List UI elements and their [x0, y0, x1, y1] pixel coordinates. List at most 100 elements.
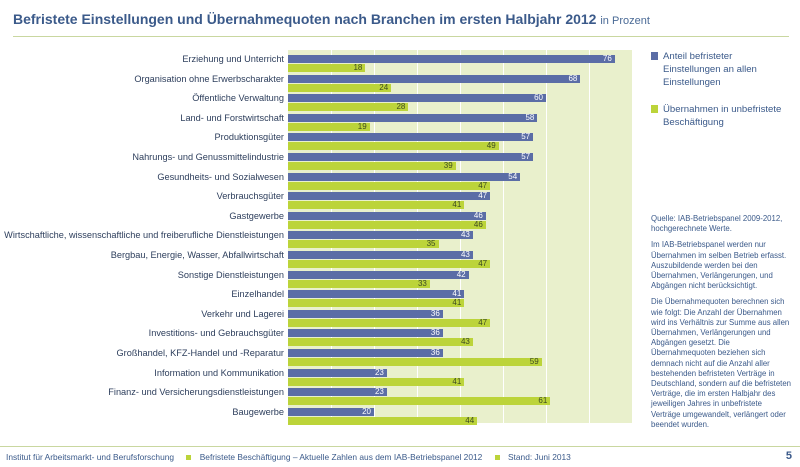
bar-befristet: 41	[288, 289, 465, 299]
data-label: 18	[353, 63, 363, 72]
bar-befristet: 23	[288, 368, 387, 377]
data-label: 39	[443, 161, 453, 170]
legend-swatch-befristet	[651, 52, 658, 60]
bar-uebernahmen: 41	[288, 377, 465, 386]
data-label: 20	[362, 406, 371, 416]
bar-uebernahmen: 19	[288, 121, 370, 131]
data-label: 46	[473, 210, 483, 220]
category-label: Information und Kommunikation	[154, 367, 284, 378]
bar-befristet: 57	[288, 132, 534, 142]
category-label: Sonstige Dienstleistungen	[177, 269, 284, 280]
data-label: 41	[452, 289, 462, 299]
data-label: 43	[460, 230, 470, 240]
bar-befristet: 42	[288, 269, 469, 279]
data-label: 44	[465, 415, 475, 425]
bar-uebernahmen: 18	[288, 63, 366, 72]
data-label: 28	[396, 102, 406, 112]
data-label: 43	[460, 337, 470, 347]
header: Befristete Einstellungen und Übernahmequ…	[0, 0, 800, 38]
data-label: 36	[430, 328, 440, 338]
footer-series: Befristete Beschäftigung – Aktuelle Zahl…	[199, 452, 483, 462]
category-label: Großhandel, KFZ-Handel und -Reparatur	[116, 348, 285, 358]
data-label: 68	[568, 73, 578, 83]
bar-uebernahmen: 41	[288, 200, 465, 210]
data-label: 47	[478, 180, 488, 190]
bar-uebernahmen: 47	[288, 259, 491, 268]
bar-uebernahmen: 41	[288, 298, 465, 308]
category-label: Verkehr und Lagerei	[201, 308, 284, 319]
title-divider	[13, 36, 789, 37]
footer-divider	[0, 446, 800, 447]
bar-uebernahmen: 47	[288, 180, 491, 190]
category-label: Bergbau, Energie, Wasser, Abfallwirtscha…	[110, 250, 284, 260]
legend-item-uebernahmen: Übernahmen in unbefristete Beschäftigung	[651, 103, 791, 129]
data-label: 36	[430, 348, 440, 357]
bar-uebernahmen: 49	[288, 141, 499, 151]
data-label: 23	[374, 387, 384, 397]
data-label: 76	[602, 54, 612, 63]
data-label: 35	[426, 239, 436, 249]
data-label: 46	[473, 219, 483, 229]
chart-notes: Quelle: IAB-Betriebspanel 2009-2012, hoc…	[651, 214, 791, 436]
bar-uebernahmen: 33	[288, 279, 430, 288]
legend-swatch-uebernahmen	[651, 105, 658, 113]
bar-befristet: 68	[288, 73, 581, 83]
data-label: 19	[357, 121, 367, 131]
bar-befristet: 43	[288, 230, 473, 240]
data-label: 36	[430, 308, 440, 318]
bar-befristet: 36	[288, 308, 443, 318]
category-label: Investitions- und Gebrauchsgüter	[148, 328, 284, 339]
gridline	[546, 50, 547, 423]
bar-befristet: 36	[288, 348, 443, 357]
bar-befristet: 60	[288, 93, 546, 103]
bar-uebernahmen: 28	[288, 102, 409, 112]
bar-uebernahmen: 39	[288, 161, 456, 170]
data-label: 47	[478, 259, 488, 268]
legend: Anteil befristeter Einstellungen an alle…	[651, 50, 791, 143]
bar-befristet: 54	[288, 171, 521, 181]
data-label: 47	[478, 317, 488, 327]
bar-befristet: 58	[288, 113, 538, 122]
data-label: 43	[460, 250, 470, 259]
category-label: Erziehung und Unterricht	[182, 54, 284, 64]
bar-befristet: 23	[288, 387, 387, 397]
bar-uebernahmen: 61	[288, 396, 551, 406]
category-label: Produktionsgüter	[214, 132, 284, 143]
note-paragraph-2: Die Übernahmequoten berechnen sich wie f…	[651, 297, 792, 429]
data-label: 60	[534, 93, 543, 103]
category-label: Baugewerbe	[232, 406, 284, 417]
data-label: 42	[456, 269, 466, 279]
category-label: Wirtschaftliche, wissenschaftliche und f…	[4, 230, 284, 241]
category-label: Land- und Forstwirtschaft	[180, 112, 284, 123]
page-number: 5	[785, 450, 792, 462]
bar-uebernahmen: 59	[288, 357, 542, 366]
data-label: 24	[379, 82, 389, 92]
chart-title: Befristete Einstellungen und Übernahmequ…	[13, 11, 650, 27]
data-label: 41	[452, 200, 462, 210]
data-label: 41	[452, 298, 462, 308]
category-label: Verbrauchsgüter	[216, 191, 284, 202]
bar-befristet: 46	[288, 210, 486, 220]
data-label: 54	[508, 171, 518, 181]
footer-institute: Institut für Arbeitsmarkt- und Berufsfor…	[6, 452, 175, 462]
footer: Institut für Arbeitsmarkt- und Berufsfor…	[6, 452, 571, 462]
bar-uebernahmen: 35	[288, 239, 439, 249]
data-label: 47	[478, 191, 488, 201]
footer-stand: Stand: Juni 2013	[507, 452, 571, 462]
category-label: Öffentliche Verwaltung	[192, 93, 284, 104]
bar-uebernahmen: 24	[288, 82, 392, 92]
category-label: Nahrungs- und Genussmittelindustrie	[132, 152, 284, 162]
bar-befristet: 20	[288, 406, 374, 416]
category-label: Einzelhandel	[231, 289, 284, 300]
footer-bullet-icon	[186, 455, 192, 461]
bar-befristet: 57	[288, 152, 534, 161]
data-label: 49	[486, 141, 496, 151]
category-label: Gastgewerbe	[229, 210, 284, 221]
bar-befristet: 76	[288, 54, 615, 63]
bar-befristet: 47	[288, 191, 491, 201]
gridline	[589, 50, 590, 423]
note-paragraph-1: Im IAB-Betriebspanel werden nur Übernahm…	[651, 240, 787, 291]
bar-uebernahmen: 43	[288, 337, 473, 347]
category-label: Finanz- und Versicherungsdienstleistunge…	[108, 387, 284, 398]
footer-bullet-icon	[494, 455, 500, 461]
